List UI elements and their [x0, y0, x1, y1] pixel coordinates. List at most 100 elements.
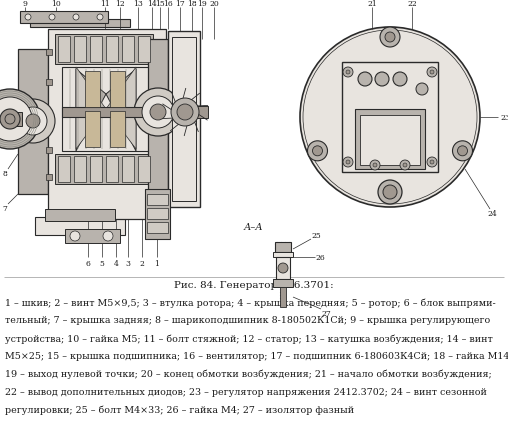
Circle shape [380, 28, 400, 48]
Circle shape [19, 108, 47, 136]
Bar [106, 37, 118, 63]
Text: 11: 11 [100, 0, 110, 8]
Bar [62, 68, 150, 152]
Bar [62, 108, 170, 118]
Bar [55, 155, 153, 184]
Circle shape [373, 164, 377, 168]
Bar [74, 37, 86, 63]
Bar [58, 37, 70, 63]
Bar [168, 107, 208, 119]
Circle shape [0, 110, 20, 130]
Text: 7: 7 [3, 205, 8, 212]
Bar [148, 40, 168, 209]
Text: 13: 13 [133, 0, 143, 8]
Bar [46, 50, 52, 56]
Bar [122, 157, 134, 183]
Circle shape [416, 84, 428, 96]
Bar [147, 209, 168, 219]
Text: Ш: Ш [395, 76, 405, 84]
Text: 20: 20 [209, 0, 219, 8]
Bar [46, 147, 52, 154]
Circle shape [134, 89, 182, 137]
Text: 27: 27 [321, 309, 331, 317]
Bar [85, 112, 100, 147]
Text: 15: 15 [155, 0, 165, 8]
Bar [147, 194, 168, 206]
Bar [275, 243, 291, 252]
Text: 8: 8 [3, 169, 8, 178]
Circle shape [97, 15, 103, 21]
Circle shape [430, 71, 434, 75]
Circle shape [278, 264, 288, 273]
Circle shape [177, 105, 193, 121]
Circle shape [11, 100, 55, 144]
Bar [273, 252, 293, 258]
Bar [10, 113, 22, 127]
Text: регулировки; 25 – болт М4×33; 26 – гайка М4; 27 – изолятор фазный: регулировки; 25 – болт М4×33; 26 – гайка… [5, 405, 354, 415]
Text: 6: 6 [85, 259, 90, 267]
Circle shape [171, 99, 199, 127]
Circle shape [375, 73, 389, 87]
Text: 21: 21 [367, 0, 377, 8]
Text: 17: 17 [175, 0, 185, 8]
Polygon shape [106, 68, 136, 150]
Circle shape [25, 15, 31, 21]
Text: Рис. 84. Генератор 966.3701:: Рис. 84. Генератор 966.3701: [174, 280, 334, 289]
Circle shape [142, 97, 174, 129]
Bar [122, 37, 134, 63]
Bar [273, 280, 293, 287]
Circle shape [383, 186, 397, 200]
Text: 19: 19 [197, 0, 207, 8]
Polygon shape [76, 70, 106, 152]
Circle shape [103, 231, 113, 241]
Bar [0, 0, 508, 274]
Bar [74, 157, 86, 183]
Circle shape [370, 161, 380, 171]
Text: 22: 22 [407, 0, 417, 8]
Text: 26: 26 [315, 253, 325, 261]
Bar [280, 287, 286, 307]
Circle shape [403, 164, 407, 168]
Text: 10: 10 [51, 0, 61, 8]
Text: 1 – шкив; 2 – винт М5×9,5; 3 – втулка ротора; 4 – крышка передняя; 5 – ротор; 6 : 1 – шкив; 2 – винт М5×9,5; 3 – втулка ро… [5, 297, 496, 307]
Text: +: + [362, 76, 368, 84]
Circle shape [427, 158, 437, 168]
Circle shape [453, 141, 472, 161]
Circle shape [0, 90, 40, 150]
Bar [18, 20, 166, 240]
Text: 24: 24 [487, 209, 497, 218]
Text: 2: 2 [140, 259, 144, 267]
Text: 25: 25 [311, 231, 321, 240]
Circle shape [49, 15, 55, 21]
Circle shape [312, 147, 323, 157]
Bar [90, 157, 102, 183]
Text: 3: 3 [369, 136, 375, 144]
Circle shape [458, 147, 467, 157]
Text: Д: Д [378, 76, 386, 84]
Bar [147, 222, 168, 233]
Text: 22 – вывод дополнительных диодов; 23 – регулятор напряжения 2412.3702; 24 – винт: 22 – вывод дополнительных диодов; 23 – р… [5, 387, 487, 396]
Bar [46, 80, 52, 86]
Polygon shape [106, 70, 136, 152]
Text: 14: 14 [147, 0, 157, 8]
Bar [106, 157, 118, 183]
Bar [90, 37, 102, 63]
Circle shape [307, 141, 328, 161]
Text: 1: 1 [399, 136, 405, 144]
Circle shape [73, 15, 79, 21]
Bar [35, 218, 125, 236]
Text: 1: 1 [154, 259, 160, 267]
Circle shape [430, 161, 434, 165]
Text: 12: 12 [115, 0, 125, 8]
Circle shape [343, 68, 353, 78]
Text: устройства; 10 – гайка М5; 11 – болт стяжной; 12 – статор; 13 – катушка возбужде: устройства; 10 – гайка М5; 11 – болт стя… [5, 333, 493, 343]
Bar [18, 50, 48, 194]
Bar [85, 72, 100, 108]
Bar [110, 72, 125, 108]
Bar [0, 274, 508, 430]
Polygon shape [76, 68, 106, 150]
Text: 18: 18 [187, 0, 197, 8]
Text: ⊙: ⊙ [380, 141, 390, 150]
Circle shape [378, 181, 402, 205]
Text: 3: 3 [125, 259, 131, 267]
